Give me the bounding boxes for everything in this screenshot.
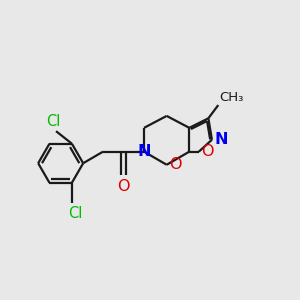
Text: O: O	[202, 144, 214, 159]
Text: CH₃: CH₃	[219, 91, 243, 104]
Text: Cl: Cl	[68, 206, 83, 221]
Text: N: N	[137, 144, 151, 159]
Text: N: N	[214, 132, 228, 147]
Text: Cl: Cl	[46, 114, 61, 129]
Text: O: O	[169, 157, 181, 172]
Text: O: O	[117, 179, 130, 194]
